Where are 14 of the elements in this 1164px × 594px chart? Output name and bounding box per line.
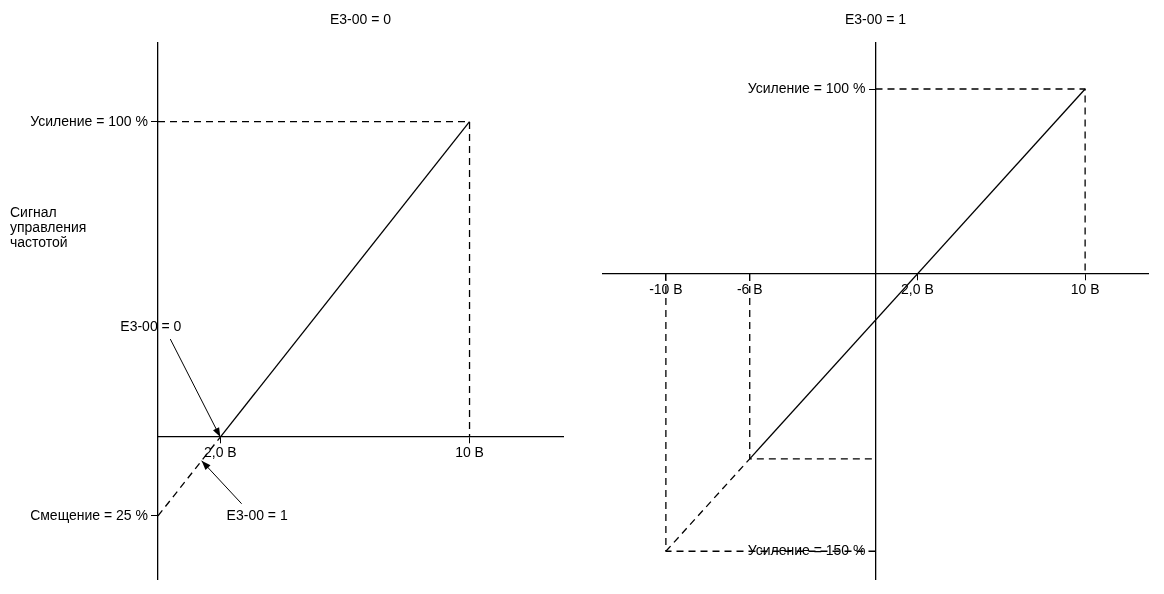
y-axis-title: Сигнал управления частотой xyxy=(10,204,88,251)
chart-title: E3-00 = 0 xyxy=(329,11,392,28)
annotation: E3-00 = 0 xyxy=(120,317,182,334)
y-tick-label: Усиление = 100 % xyxy=(30,112,148,129)
x-tick-label: 10 В xyxy=(1070,280,1100,297)
x-tick-label: 2,0 В xyxy=(901,280,934,297)
x-tick-label: 10 В xyxy=(455,443,484,460)
x-tick-label: -6 В xyxy=(736,280,763,297)
x-tick-label: -10 В xyxy=(649,280,683,297)
annotation: E3-00 = 1 xyxy=(226,506,288,523)
chart-title: E3-00 = 1 xyxy=(844,11,907,28)
y-tick-label: Усиление = 100 % xyxy=(747,79,866,96)
y-tick-label: Смещение = 25 % xyxy=(30,506,148,523)
x-tick-label: 2,0 В xyxy=(203,443,237,460)
